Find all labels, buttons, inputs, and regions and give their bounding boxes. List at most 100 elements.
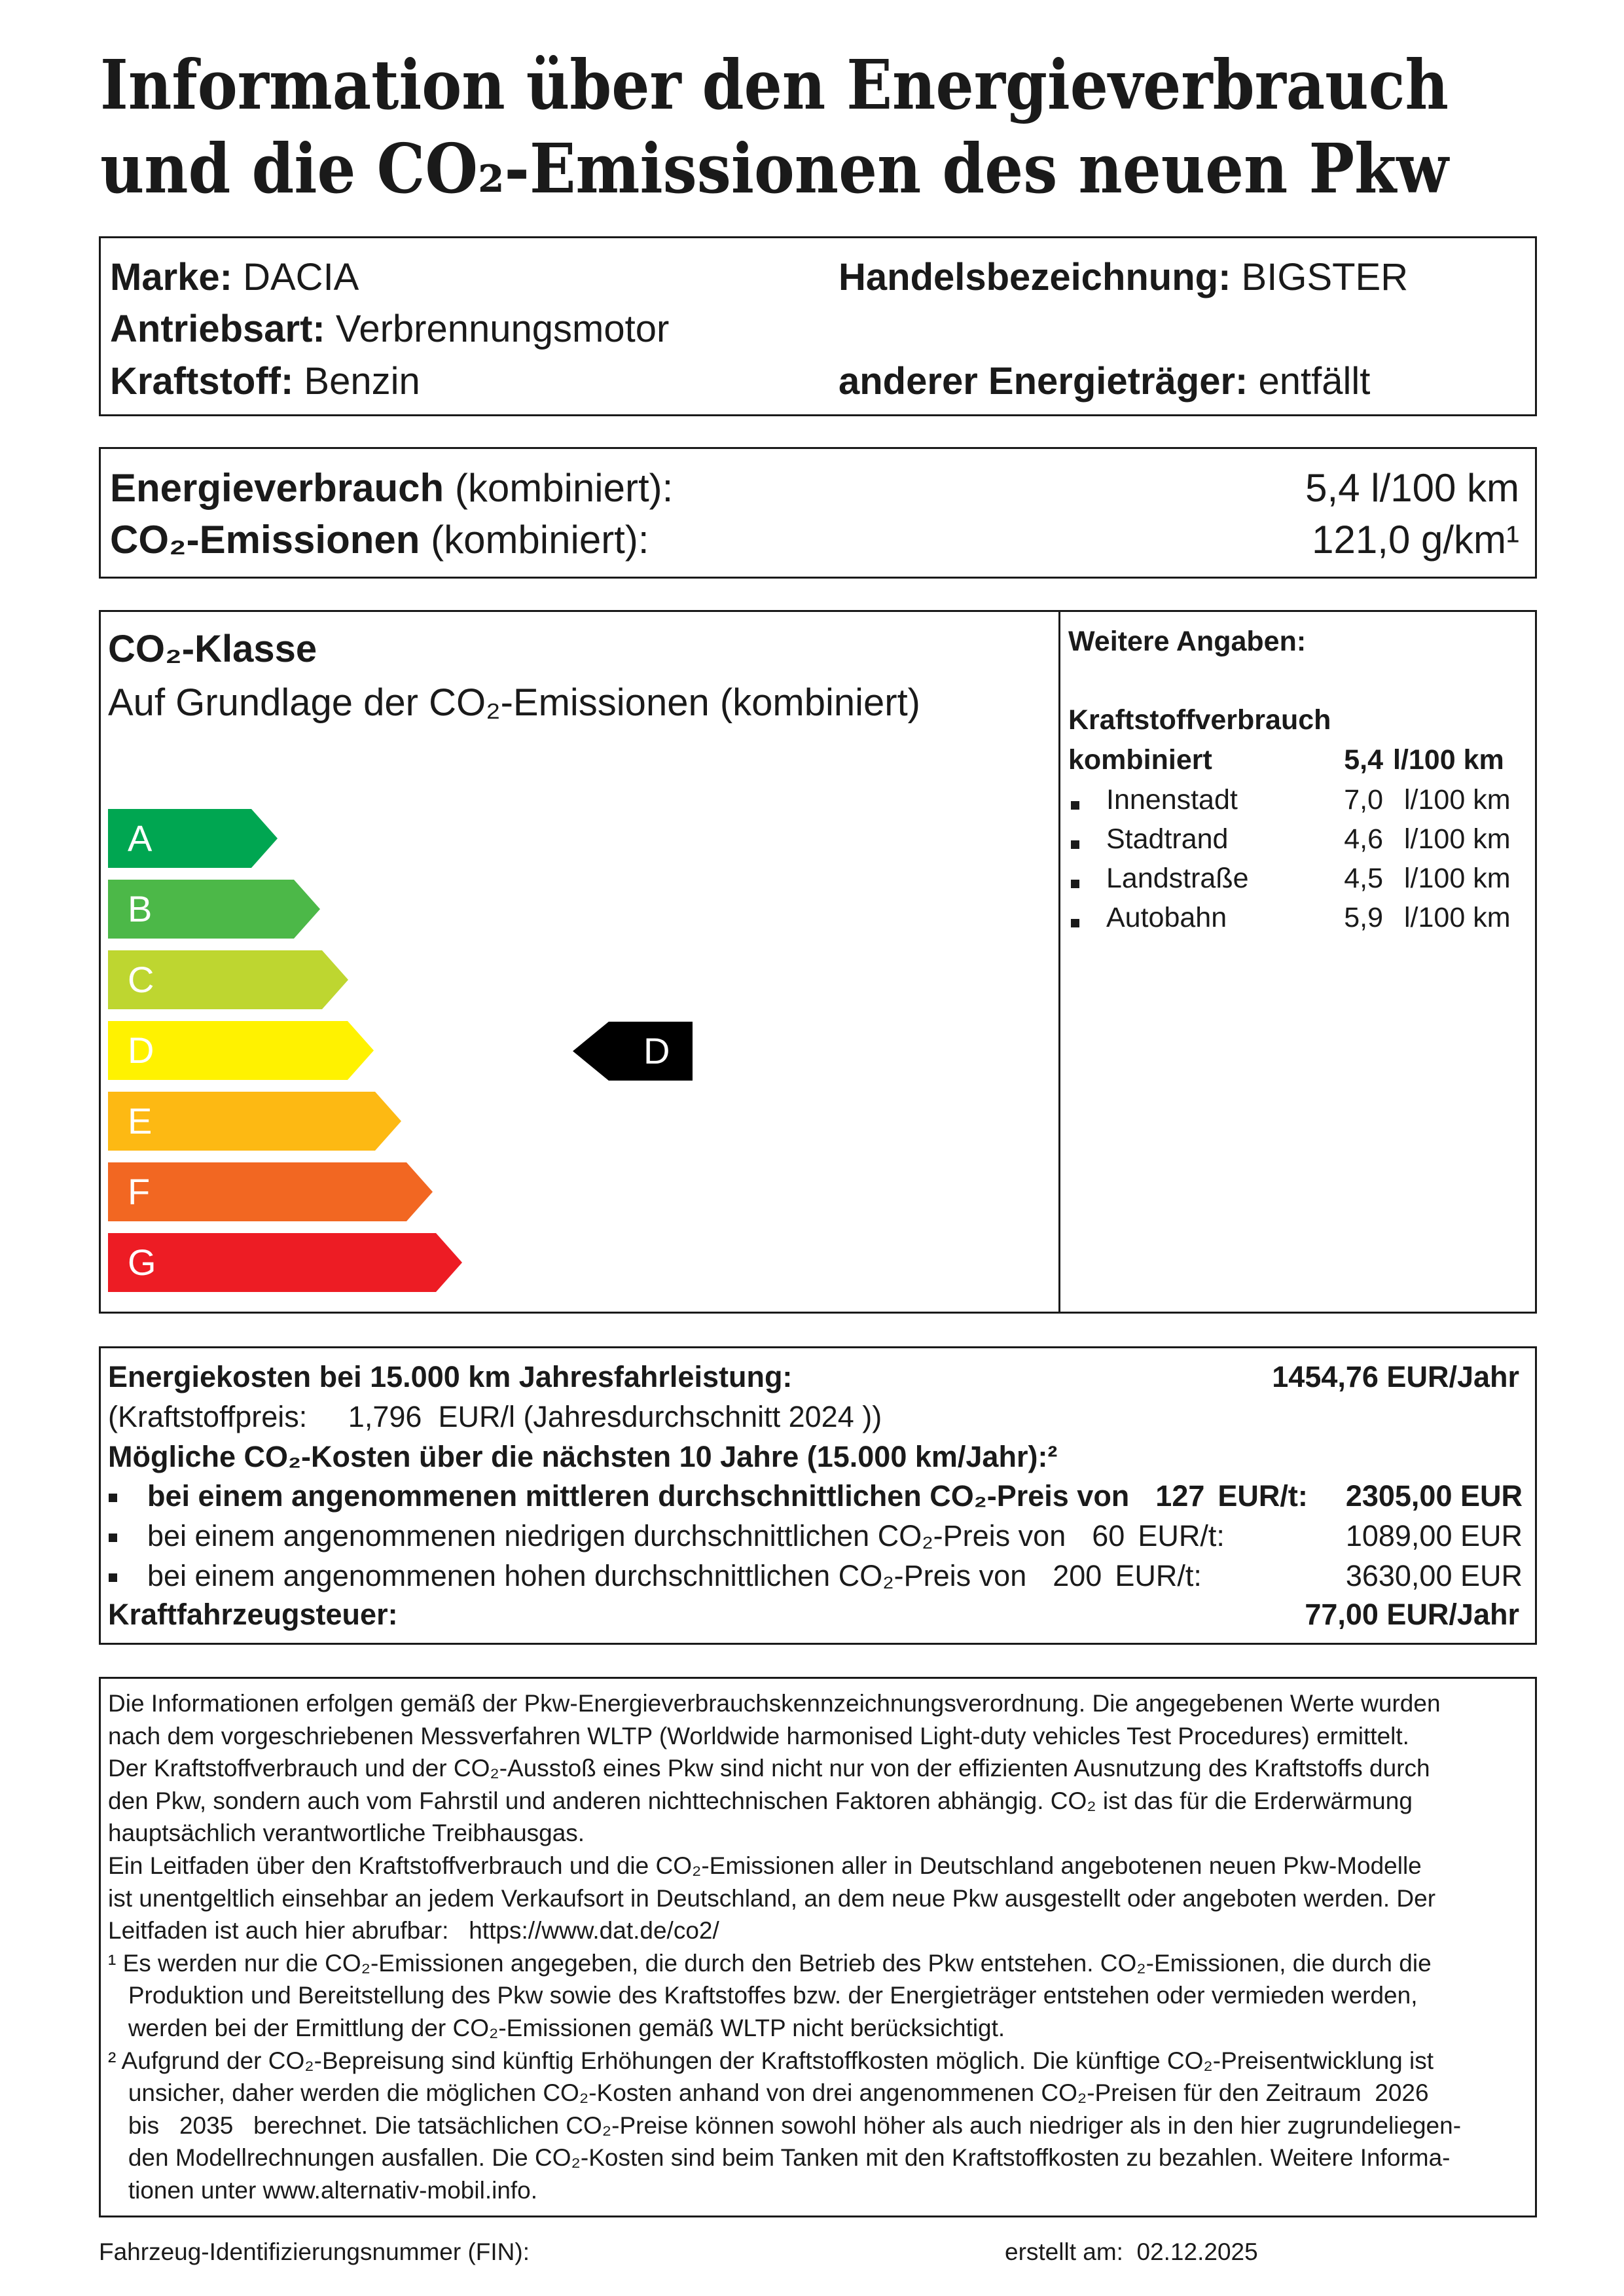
note-line: bis 2035 berechnet. Die tatsächlichen CO…	[108, 2111, 1462, 2139]
co2-emissions-label: CO₂-Emissionen	[110, 518, 420, 562]
notes-box	[99, 1677, 1537, 2217]
energy-costs-value: 1454,76 EUR/Jahr	[1272, 1360, 1519, 1393]
note-line: ¹ Es werden nur die CO₂-Emissionen angeg…	[108, 1949, 1432, 1977]
combined-value: 5,4	[1344, 744, 1383, 776]
scenario-text: bei einem angenommenen hohen durchschnit…	[147, 1559, 1027, 1592]
brand-value: DACIA	[243, 256, 359, 298]
co2-class-bar-c: C	[108, 950, 348, 1009]
note-line: ist unentgeltlich einsehbar an jedem Ver…	[108, 1884, 1436, 1912]
drive-type-row: Antriebsart: Verbrennungsmotor	[110, 307, 669, 351]
fuel-row-value: 4,5	[1344, 863, 1383, 894]
combined-label: kombiniert	[1068, 744, 1212, 776]
drive-type-label: Antriebsart:	[110, 308, 325, 350]
scenario-text: bei einem angenommenen mittleren durchsc…	[147, 1479, 1130, 1513]
brand-label: Marke:	[110, 256, 232, 298]
co2-class-bar-label: F	[128, 1171, 151, 1212]
trade-name-row: Handelsbezeichnung: BIGSTER	[839, 255, 1408, 299]
co2-class-bar-label: E	[128, 1100, 153, 1141]
vehicle-tax-value: 77,00 EUR/Jahr	[1305, 1598, 1519, 1631]
fuel-row-value: 7,0	[1344, 784, 1383, 816]
fuel-row-value: 5,9	[1344, 902, 1383, 933]
note-line: unsicher, daher werden die möglichen CO₂…	[108, 2079, 1429, 2107]
scenario-row: bei einem angenommenen mittleren durchsc…	[147, 1479, 1523, 1513]
scenario-unit: EUR/t:	[1218, 1479, 1308, 1513]
fuel-price-prefix: (Kraftstoffpreis:	[108, 1400, 308, 1433]
fuel-row-unit: l/100 km	[1404, 823, 1511, 855]
created-row: erstellt am: 02.12.2025	[1005, 2238, 1258, 2266]
note-line: den Modellrechnungen ausfallen. Die CO₂-…	[108, 2144, 1451, 2172]
summary-box	[99, 447, 1537, 579]
fuel-row-label: Autobahn	[1106, 902, 1227, 933]
note-line: Der Kraftstoffverbrauch und der CO₂-Auss…	[108, 1755, 1430, 1782]
co2-class-bar-label: D	[128, 1030, 154, 1071]
drive-type-value: Verbrennungsmotor	[335, 308, 670, 350]
fuel-row-value: 4,6	[1344, 823, 1383, 855]
bullet-icon	[1071, 839, 1079, 851]
co2-class-subtitle: Auf Grundlage der CO₂-Emissionen (kombin…	[108, 681, 920, 724]
scenario-text: bei einem angenommenen niedrigen durchsc…	[147, 1519, 1066, 1552]
scenario-value: 3630,00 EUR	[1345, 1559, 1523, 1592]
fuel-row-label: Innenstadt	[1106, 784, 1238, 816]
fuel-label: Kraftstoff:	[110, 360, 294, 403]
trade-name-label: Handelsbezeichnung:	[839, 256, 1231, 298]
co2-class-bar-f: F	[108, 1162, 433, 1221]
other-energy-row: anderer Energieträger: entfällt	[839, 359, 1370, 403]
fuel-price-value: 1,796	[348, 1400, 422, 1433]
scenario-value: 1089,00 EUR	[1345, 1519, 1523, 1552]
co2-emissions-suffix: (kombiniert):	[431, 518, 649, 562]
fuel-row-unit: l/100 km	[1404, 863, 1511, 894]
note-line: Leitfaden ist auch hier abrufbar: https:…	[108, 1917, 719, 1945]
co2-class-bar-e: E	[108, 1092, 401, 1151]
fuel-row-unit: l/100 km	[1404, 902, 1511, 933]
note-line: ² Aufgrund der CO₂-Bepreisung sind künft…	[108, 2047, 1434, 2074]
note-line: werden bei der Ermittlung der CO₂-Emissi…	[108, 2015, 1005, 2041]
scenario-unit: EUR/t:	[1115, 1559, 1202, 1592]
bullet-icon	[109, 1532, 117, 1544]
fuel-value: Benzin	[304, 360, 420, 403]
costs-box	[99, 1346, 1537, 1645]
co2-class-bar-d: D	[108, 1021, 374, 1080]
created-label: erstellt am:	[1005, 2238, 1123, 2265]
energy-consumption-row: Energieverbrauch (kombiniert):	[110, 465, 673, 511]
scenario-row: bei einem angenommenen hohen durchschnit…	[147, 1559, 1523, 1593]
co2-class-bar-g: G	[108, 1233, 462, 1292]
energy-consumption-value: 5,4 l/100 km	[1305, 466, 1519, 510]
co2-class-heading: CO₂-Klasse	[108, 628, 317, 670]
fuel-price-suffix: EUR/l (Jahresdurchschnitt 2024 ))	[438, 1400, 882, 1433]
fuel-row: Kraftstoff: Benzin	[110, 359, 420, 403]
other-energy-label: anderer Energieträger:	[839, 360, 1248, 403]
co2-class-box	[99, 610, 1537, 1314]
bullet-icon	[1071, 918, 1079, 929]
current-class-label: D	[643, 1030, 670, 1071]
bullet-icon	[109, 1572, 117, 1584]
co2-class-bar-label: G	[128, 1242, 156, 1283]
co2-class-bar-label: B	[128, 888, 153, 929]
co2-costs-heading: Mögliche CO₂-Kosten über die nächsten 10…	[108, 1440, 1058, 1473]
fuel-row-label: Landstraße	[1106, 863, 1249, 894]
scenario-unit: EUR/t:	[1138, 1519, 1225, 1552]
co2-emissions-value: 121,0 g/km¹	[1312, 518, 1519, 562]
co2-class-bar-label: A	[128, 817, 153, 859]
brand-row: Marke: DACIA	[110, 255, 359, 299]
bullet-icon	[1071, 878, 1079, 890]
energy-consumption-label: Energieverbrauch	[110, 466, 444, 510]
combined-unit: l/100 km	[1393, 744, 1504, 776]
note-line: den Pkw, sondern auch vom Fahrstil und a…	[108, 1787, 1413, 1814]
bullet-icon	[1071, 800, 1079, 812]
bullet-icon	[109, 1492, 117, 1504]
co2-emissions-row: CO₂-Emissionen (kombiniert):	[110, 517, 649, 562]
fuel-price-row: (Kraftstoffpreis: 1,796 EUR/l (Jahresdur…	[108, 1400, 882, 1434]
scenario-value: 2305,00 EUR	[1345, 1479, 1523, 1513]
further-info-heading: Weitere Angaben:	[1068, 626, 1307, 657]
energy-consumption-suffix: (kombiniert):	[454, 466, 674, 510]
co2-class-bar-b: B	[108, 880, 320, 939]
scenario-price: 200	[1053, 1559, 1102, 1592]
scenario-price: 60	[1092, 1519, 1125, 1552]
co2-class-bar-a: A	[108, 809, 278, 868]
page-title-line-1: Information über den Energieverbrauch	[100, 45, 1449, 125]
fuel-row-unit: l/100 km	[1404, 784, 1511, 816]
energy-costs-label: Energiekosten bei 15.000 km Jahresfahrle…	[108, 1360, 793, 1393]
note-line: nach dem vorgeschriebenen Messverfahren …	[108, 1722, 1409, 1749]
fuel-row-label: Stadtrand	[1106, 823, 1229, 855]
note-line: Ein Leitfaden über den Kraftstoffverbrau…	[108, 1852, 1422, 1879]
